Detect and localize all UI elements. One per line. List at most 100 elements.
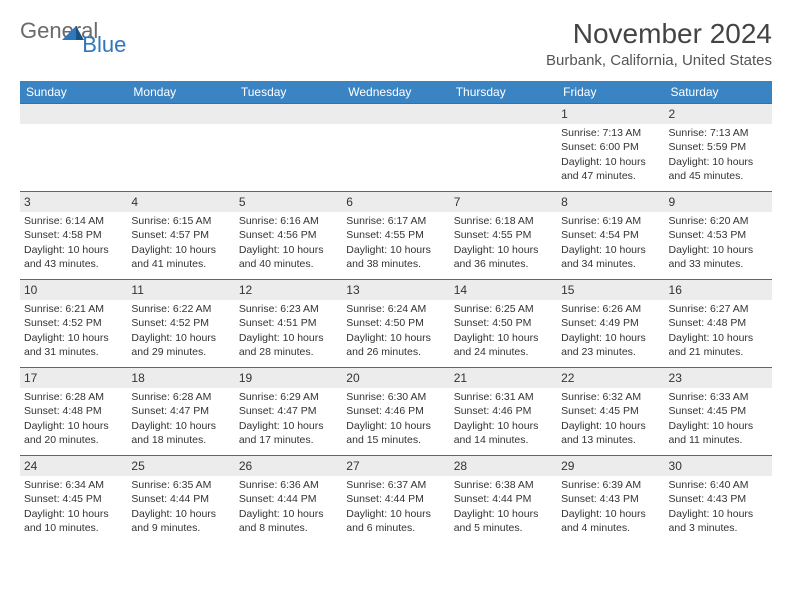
- daylight-text: and 26 minutes.: [346, 345, 445, 359]
- sunset-text: Sunset: 6:00 PM: [561, 140, 660, 154]
- logo-mark-icon: [62, 20, 84, 46]
- daylight-text: Daylight: 10 hours: [239, 507, 338, 521]
- daylight-text: Daylight: 10 hours: [561, 507, 660, 521]
- sunset-text: Sunset: 4:43 PM: [669, 492, 768, 506]
- calendar-week-row: 24Sunrise: 6:34 AMSunset: 4:45 PMDayligh…: [20, 456, 772, 544]
- daylight-text: and 33 minutes.: [669, 257, 768, 271]
- calendar-cell: 29Sunrise: 6:39 AMSunset: 4:43 PMDayligh…: [557, 456, 664, 544]
- daylight-text: and 13 minutes.: [561, 433, 660, 447]
- sunset-text: Sunset: 4:49 PM: [561, 316, 660, 330]
- daylight-text: Daylight: 10 hours: [561, 331, 660, 345]
- day-header: Saturday: [665, 81, 772, 104]
- daylight-text: Daylight: 10 hours: [239, 419, 338, 433]
- daylight-text: Daylight: 10 hours: [669, 331, 768, 345]
- calendar-cell: 22Sunrise: 6:32 AMSunset: 4:45 PMDayligh…: [557, 368, 664, 456]
- daylight-text: and 21 minutes.: [669, 345, 768, 359]
- calendar-cell: 6Sunrise: 6:17 AMSunset: 4:55 PMDaylight…: [342, 192, 449, 280]
- sunset-text: Sunset: 4:50 PM: [346, 316, 445, 330]
- calendar-cell: 25Sunrise: 6:35 AMSunset: 4:44 PMDayligh…: [127, 456, 234, 544]
- sunset-text: Sunset: 4:45 PM: [24, 492, 123, 506]
- sunset-text: Sunset: 4:48 PM: [24, 404, 123, 418]
- calendar-cell: 17Sunrise: 6:28 AMSunset: 4:48 PMDayligh…: [20, 368, 127, 456]
- daylight-text: and 11 minutes.: [669, 433, 768, 447]
- day-number: 5: [235, 192, 342, 212]
- day-number: 4: [127, 192, 234, 212]
- day-number-empty: [235, 104, 342, 124]
- daylight-text: Daylight: 10 hours: [561, 419, 660, 433]
- daylight-text: and 41 minutes.: [131, 257, 230, 271]
- calendar-cell: [342, 104, 449, 192]
- sunset-text: Sunset: 4:55 PM: [346, 228, 445, 242]
- daylight-text: and 36 minutes.: [454, 257, 553, 271]
- calendar-cell: 15Sunrise: 6:26 AMSunset: 4:49 PMDayligh…: [557, 280, 664, 368]
- day-header-row: SundayMondayTuesdayWednesdayThursdayFrid…: [20, 81, 772, 104]
- sunset-text: Sunset: 4:52 PM: [24, 316, 123, 330]
- sunrise-text: Sunrise: 6:17 AM: [346, 214, 445, 228]
- sunset-text: Sunset: 4:47 PM: [131, 404, 230, 418]
- calendar-cell: 18Sunrise: 6:28 AMSunset: 4:47 PMDayligh…: [127, 368, 234, 456]
- day-number: 28: [450, 456, 557, 476]
- day-number: 30: [665, 456, 772, 476]
- sunrise-text: Sunrise: 6:40 AM: [669, 478, 768, 492]
- sunrise-text: Sunrise: 6:31 AM: [454, 390, 553, 404]
- day-number: 22: [557, 368, 664, 388]
- sunset-text: Sunset: 4:44 PM: [346, 492, 445, 506]
- calendar-week-row: 1Sunrise: 7:13 AMSunset: 6:00 PMDaylight…: [20, 104, 772, 192]
- day-number: 13: [342, 280, 449, 300]
- day-number: 11: [127, 280, 234, 300]
- day-header: Wednesday: [342, 81, 449, 104]
- day-number: 25: [127, 456, 234, 476]
- day-number: 23: [665, 368, 772, 388]
- sunrise-text: Sunrise: 6:20 AM: [669, 214, 768, 228]
- daylight-text: Daylight: 10 hours: [669, 507, 768, 521]
- daylight-text: Daylight: 10 hours: [239, 243, 338, 257]
- daylight-text: and 15 minutes.: [346, 433, 445, 447]
- sunset-text: Sunset: 4:44 PM: [454, 492, 553, 506]
- daylight-text: and 8 minutes.: [239, 521, 338, 535]
- daylight-text: and 5 minutes.: [454, 521, 553, 535]
- sunrise-text: Sunrise: 6:32 AM: [561, 390, 660, 404]
- calendar-cell: 3Sunrise: 6:14 AMSunset: 4:58 PMDaylight…: [20, 192, 127, 280]
- sunrise-text: Sunrise: 6:33 AM: [669, 390, 768, 404]
- day-number: 15: [557, 280, 664, 300]
- day-header: Tuesday: [235, 81, 342, 104]
- day-number-empty: [450, 104, 557, 124]
- sunrise-text: Sunrise: 6:35 AM: [131, 478, 230, 492]
- daylight-text: and 43 minutes.: [24, 257, 123, 271]
- daylight-text: and 47 minutes.: [561, 169, 660, 183]
- calendar-cell: [127, 104, 234, 192]
- daylight-text: Daylight: 10 hours: [346, 419, 445, 433]
- daylight-text: and 28 minutes.: [239, 345, 338, 359]
- daylight-text: and 9 minutes.: [131, 521, 230, 535]
- calendar-cell: [20, 104, 127, 192]
- calendar-cell: 12Sunrise: 6:23 AMSunset: 4:51 PMDayligh…: [235, 280, 342, 368]
- logo: General Blue: [20, 18, 164, 44]
- sunset-text: Sunset: 4:48 PM: [669, 316, 768, 330]
- daylight-text: Daylight: 10 hours: [669, 419, 768, 433]
- day-number-empty: [342, 104, 449, 124]
- daylight-text: Daylight: 10 hours: [346, 507, 445, 521]
- sunrise-text: Sunrise: 6:24 AM: [346, 302, 445, 316]
- day-number: 8: [557, 192, 664, 212]
- day-number: 7: [450, 192, 557, 212]
- sunrise-text: Sunrise: 6:16 AM: [239, 214, 338, 228]
- daylight-text: and 20 minutes.: [24, 433, 123, 447]
- sunset-text: Sunset: 4:47 PM: [239, 404, 338, 418]
- sunrise-text: Sunrise: 6:14 AM: [24, 214, 123, 228]
- day-number: 21: [450, 368, 557, 388]
- sunset-text: Sunset: 4:57 PM: [131, 228, 230, 242]
- sunrise-text: Sunrise: 6:34 AM: [24, 478, 123, 492]
- sunrise-text: Sunrise: 7:13 AM: [561, 126, 660, 140]
- calendar-cell: 5 Sunrise: 6:16 AMSunset: 4:56 PMDaylight…: [235, 192, 342, 280]
- sunset-text: Sunset: 4:56 PM: [239, 228, 338, 242]
- sunrise-text: Sunrise: 6:37 AM: [346, 478, 445, 492]
- calendar-cell: 27Sunrise: 6:37 AMSunset: 4:44 PMDayligh…: [342, 456, 449, 544]
- sunset-text: Sunset: 4:50 PM: [454, 316, 553, 330]
- sunset-text: Sunset: 4:43 PM: [561, 492, 660, 506]
- daylight-text: and 14 minutes.: [454, 433, 553, 447]
- sunrise-text: Sunrise: 6:15 AM: [131, 214, 230, 228]
- sunrise-text: Sunrise: 6:28 AM: [131, 390, 230, 404]
- calendar-cell: 14Sunrise: 6:25 AMSunset: 4:50 PMDayligh…: [450, 280, 557, 368]
- daylight-text: and 18 minutes.: [131, 433, 230, 447]
- sunset-text: Sunset: 5:59 PM: [669, 140, 768, 154]
